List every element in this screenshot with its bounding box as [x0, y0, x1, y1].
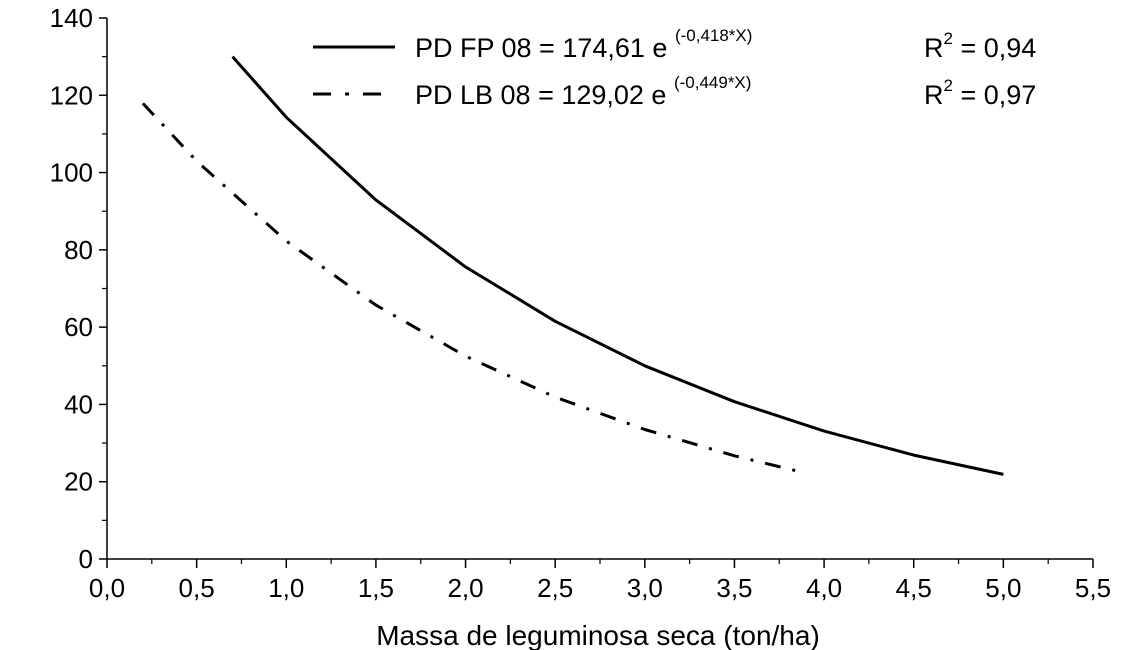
x-tick-label: 4,0 [806, 573, 842, 603]
x-tick-label: 2,0 [447, 573, 483, 603]
x-tick-label: 3,5 [716, 573, 752, 603]
axes: 0,0 0,5 1,0 1,5 2,0 2,5 3,0 3,5 4,0 4,5 5,0 5,5 0 20 4… [50, 3, 1111, 603]
x-tick-label: 0,5 [179, 573, 215, 603]
x-axis-label: Massa de leguminosa seca (ton/ha) [376, 620, 820, 650]
x-tick-label: 1,0 [268, 573, 304, 603]
series-line-2 [141, 102, 807, 475]
x-tick-label: 2,5 [537, 573, 573, 603]
y-tick-label: 40 [64, 389, 93, 419]
y-tick-label: 100 [50, 158, 93, 188]
legend-label-2: PD LB 08 = 129,02 e (-0,449*X) [415, 73, 751, 110]
legend-r2-1: R2 = 0,94 [924, 29, 1036, 63]
y-tick-label: 0 [79, 544, 93, 574]
y-tick-label: 80 [64, 235, 93, 265]
series-line-1 [231, 55, 1004, 476]
legend: PD FP 08 = 174,61 e (-0,418*X) R2 = 0,94 P… [313, 26, 1036, 110]
x-tick-label: 3,0 [627, 573, 663, 603]
y-tick-label: 140 [50, 3, 93, 33]
y-tick-label: 120 [50, 80, 93, 110]
x-tick-label: 1,5 [358, 573, 394, 603]
x-tick-label: 5,0 [985, 573, 1021, 603]
legend-r2-2: R2 = 0,97 [924, 76, 1036, 110]
y-tick-label: 20 [64, 467, 93, 497]
series-layer [141, 55, 1004, 476]
x-tick-label: 4,5 [896, 573, 932, 603]
legend-label-1: PD FP 08 = 174,61 e (-0,418*X) [415, 26, 752, 63]
y-tick-label: 60 [64, 312, 93, 342]
x-tick-label: 0,0 [89, 573, 125, 603]
x-tick-label: 5,5 [1075, 573, 1111, 603]
